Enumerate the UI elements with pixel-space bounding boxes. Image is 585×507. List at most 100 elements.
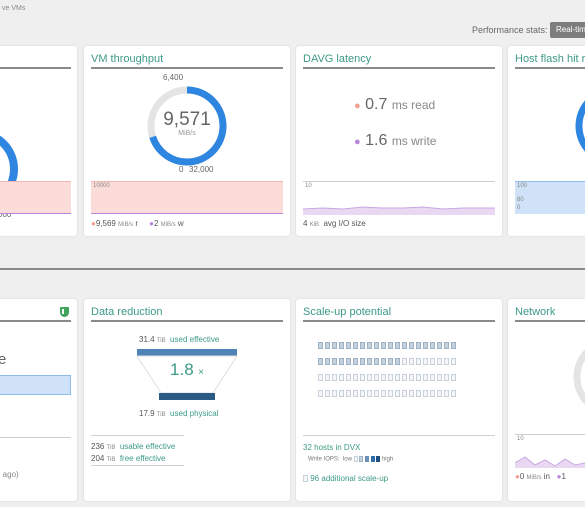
data-reduction-card[interactable]: Data reduction 31.4 TiB used effective 1… <box>84 299 290 501</box>
capacity-bar <box>0 375 71 395</box>
host-cell[interactable] <box>430 390 435 397</box>
host-cell[interactable] <box>430 342 435 349</box>
host-cell[interactable] <box>395 374 400 381</box>
host-cell[interactable] <box>346 390 351 397</box>
host-cell[interactable] <box>318 374 323 381</box>
host-cell[interactable] <box>402 342 407 349</box>
host-cell[interactable] <box>353 358 358 365</box>
host-cell[interactable] <box>318 358 323 365</box>
host-cell[interactable] <box>430 374 435 381</box>
host-cell[interactable] <box>339 342 344 349</box>
host-cell[interactable] <box>325 358 330 365</box>
host-cell[interactable] <box>402 358 407 365</box>
host-cell[interactable] <box>360 342 365 349</box>
free-effective-value: 204 <box>91 454 105 463</box>
host-cell[interactable] <box>451 374 456 381</box>
host-cell[interactable] <box>381 374 386 381</box>
capacity-fragment-e: e <box>0 351 7 368</box>
host-flash-card[interactable]: Host flash hit ra 100 80 0 <box>508 46 585 236</box>
host-cell[interactable] <box>402 390 407 397</box>
host-cell[interactable] <box>395 358 400 365</box>
host-cell[interactable] <box>409 374 414 381</box>
host-cell[interactable] <box>360 374 365 381</box>
host-cell[interactable] <box>346 358 351 365</box>
host-cell[interactable] <box>374 390 379 397</box>
host-cell[interactable] <box>353 390 358 397</box>
host-cell[interactable] <box>444 358 449 365</box>
host-cell[interactable] <box>437 342 442 349</box>
host-cell[interactable] <box>437 390 442 397</box>
host-cell[interactable] <box>367 390 372 397</box>
host-cell[interactable] <box>423 390 428 397</box>
breadcrumb[interactable]: ve VMs <box>2 5 26 12</box>
host-cell[interactable] <box>423 374 428 381</box>
host-cell[interactable] <box>374 374 379 381</box>
host-cell[interactable] <box>318 342 323 349</box>
host-cell[interactable] <box>381 390 386 397</box>
host-cell[interactable] <box>332 342 337 349</box>
host-cell[interactable] <box>353 374 358 381</box>
host-cell[interactable] <box>395 342 400 349</box>
host-cell[interactable] <box>360 390 365 397</box>
left-gauge-card[interactable]: 000 <box>0 46 77 236</box>
host-cell[interactable] <box>388 374 393 381</box>
left-capacity-card[interactable]: e n ago) <box>0 299 77 501</box>
host-cell[interactable] <box>367 358 372 365</box>
host-cell[interactable] <box>388 342 393 349</box>
host-cell[interactable] <box>332 390 337 397</box>
realtime-button[interactable]: Real-tim <box>550 22 585 38</box>
hosts-row <box>318 374 470 381</box>
host-cell[interactable] <box>409 342 414 349</box>
host-cell[interactable] <box>416 374 421 381</box>
network-card[interactable]: Network 10 ●0 MiB/s in ●1 <box>508 299 585 501</box>
host-cell[interactable] <box>416 390 421 397</box>
host-cell[interactable] <box>318 390 323 397</box>
host-cell[interactable] <box>402 374 407 381</box>
host-cell[interactable] <box>388 358 393 365</box>
title-rule <box>303 320 495 322</box>
host-cell[interactable] <box>409 390 414 397</box>
host-cell[interactable] <box>367 374 372 381</box>
host-cell[interactable] <box>451 358 456 365</box>
host-cell[interactable] <box>416 342 421 349</box>
vm-throughput-card[interactable]: VM throughput 6,400 9,571 MiB/s 0 32,000… <box>84 46 290 236</box>
host-cell[interactable] <box>437 358 442 365</box>
host-cell[interactable] <box>423 342 428 349</box>
host-cell[interactable] <box>374 358 379 365</box>
host-cell[interactable] <box>325 374 330 381</box>
host-cell[interactable] <box>395 390 400 397</box>
host-cell[interactable] <box>346 342 351 349</box>
low-label: low <box>342 456 352 463</box>
host-cell[interactable] <box>353 342 358 349</box>
host-cell[interactable] <box>444 342 449 349</box>
davg-latency-card[interactable]: DAVG latency ● 0.7 ms read ● 1.6 ms writ… <box>296 46 502 236</box>
host-cell[interactable] <box>381 358 386 365</box>
host-cell[interactable] <box>381 342 386 349</box>
host-cell[interactable] <box>339 390 344 397</box>
host-cell[interactable] <box>444 390 449 397</box>
host-cell[interactable] <box>360 358 365 365</box>
additional-host-icon <box>303 475 308 483</box>
host-cell[interactable] <box>444 374 449 381</box>
host-cell[interactable] <box>325 342 330 349</box>
host-cell[interactable] <box>451 342 456 349</box>
host-cell[interactable] <box>416 358 421 365</box>
host-cell[interactable] <box>430 358 435 365</box>
host-cell[interactable] <box>374 342 379 349</box>
host-cell[interactable] <box>437 374 442 381</box>
host-cell[interactable] <box>451 390 456 397</box>
host-cell[interactable] <box>423 358 428 365</box>
left-gauge-value: 000 <box>0 210 12 219</box>
host-cell[interactable] <box>388 390 393 397</box>
host-cell[interactable] <box>339 374 344 381</box>
scaleup-card[interactable]: Scale-up potential 32 hosts in DVX Write… <box>296 299 502 501</box>
host-cell[interactable] <box>332 358 337 365</box>
free-effective-label: free effective <box>119 454 166 463</box>
host-cell[interactable] <box>332 374 337 381</box>
host-cell[interactable] <box>325 390 330 397</box>
host-cell[interactable] <box>409 358 414 365</box>
network-chart: 10 <box>515 434 585 468</box>
host-cell[interactable] <box>346 374 351 381</box>
host-cell[interactable] <box>339 358 344 365</box>
host-cell[interactable] <box>367 342 372 349</box>
